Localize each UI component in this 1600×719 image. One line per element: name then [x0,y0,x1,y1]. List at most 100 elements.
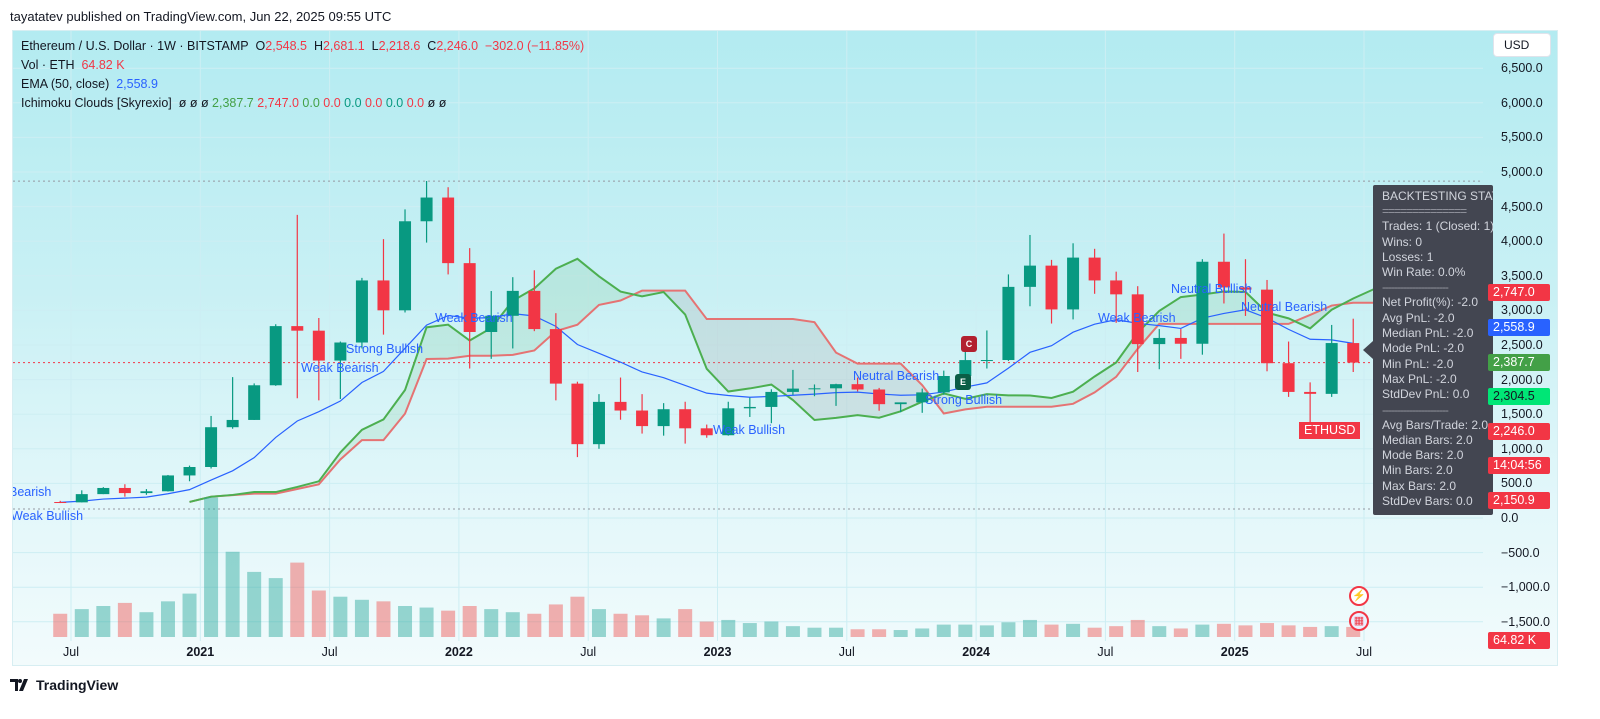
candle[interactable] [786,369,799,395]
candle[interactable] [657,403,670,436]
candle[interactable] [1153,329,1166,370]
volume-bar [570,596,585,637]
candle[interactable] [118,484,131,497]
candle[interactable] [959,349,972,377]
candle[interactable] [765,389,778,424]
candle[interactable] [161,474,174,492]
candle[interactable] [1110,271,1123,323]
candle[interactable] [312,318,325,401]
candle[interactable] [377,239,390,335]
candle[interactable] [743,397,756,417]
candle[interactable] [1261,279,1274,372]
y-tick-label: 2,000.0 [1501,372,1543,387]
candle[interactable] [226,377,239,429]
us-flag-event-icon[interactable]: ▦ [1349,611,1369,631]
candle[interactable] [722,401,735,436]
candle[interactable] [1045,259,1058,324]
x-tick-label: Jul [1356,645,1372,659]
candle[interactable] [1067,243,1080,320]
candle[interactable] [334,341,347,399]
candle[interactable] [97,487,110,495]
backtesting-stats-panel: BACKTESTING STATS==============Trades: 1… [1373,185,1493,515]
candle[interactable] [1196,259,1209,355]
candle[interactable] [140,489,153,495]
candle[interactable] [1304,382,1317,423]
volume-bar [1173,628,1188,637]
candle[interactable] [1217,233,1230,304]
candle[interactable] [1325,324,1338,397]
candle[interactable] [291,214,304,399]
candle[interactable] [937,370,950,395]
candle-body [1325,343,1338,394]
candle[interactable] [980,330,993,369]
candle[interactable] [485,291,498,359]
candle[interactable] [205,415,218,469]
candle[interactable] [916,388,929,413]
volume-bar [1152,626,1167,637]
volume-bar [96,606,111,637]
volume-bar [527,613,542,637]
lightning-event-icon[interactable]: ⚡ [1349,586,1369,606]
chart-pane[interactable]: Ethereum / U.S. Dollar · 1W · BITSTAMP O… [12,30,1558,666]
candle[interactable] [269,324,282,386]
candle[interactable] [614,377,627,420]
volume-bar [441,610,456,637]
candle[interactable] [399,209,412,313]
candle[interactable] [1023,234,1036,307]
price-chart[interactable] [13,31,1558,666]
candle[interactable] [506,277,519,349]
y-tick-label: 5,500.0 [1501,130,1543,145]
high-value: 2,681.1 [322,39,365,53]
candle[interactable] [1088,248,1101,294]
candle[interactable] [571,381,584,458]
candle-body [334,342,347,361]
candle[interactable] [592,394,605,449]
candle-body [549,329,562,384]
candle[interactable] [679,401,692,444]
ichimoku-cloud-segment [749,319,772,389]
candle[interactable] [830,383,843,406]
candle[interactable] [75,490,88,503]
candle[interactable] [1002,274,1015,361]
candle[interactable] [248,383,261,421]
close-trade-marker[interactable]: C [961,336,977,352]
candle[interactable] [1174,329,1187,359]
candle[interactable] [549,313,562,401]
candle[interactable] [1347,318,1360,372]
ichimoku-label: Ichimoku Clouds [Skyrexio] [21,96,172,110]
candle[interactable] [1282,341,1295,397]
candle-body [528,290,541,330]
candle-body [1282,363,1295,392]
volume-legend[interactable]: Vol · ETH 64.82 K [21,58,125,72]
candle[interactable] [873,387,886,411]
volume-bar [656,618,671,637]
candle[interactable] [442,187,455,275]
candle[interactable] [808,384,821,397]
symbol-name[interactable]: Ethereum / U.S. Dollar · 1W · BITSTAMP [21,39,249,53]
ichimoku-legend[interactable]: Ichimoku Clouds [Skyrexio] ø ø ø 2,387.7… [21,96,446,110]
candle[interactable] [894,402,907,413]
x-tick-label: 2024 [962,645,990,659]
candle[interactable] [851,377,864,392]
ema-legend[interactable]: EMA (50, close) 2,558.9 [21,77,158,91]
candle[interactable] [1131,286,1144,372]
price-tag: 14:04:56 [1488,457,1550,475]
candle[interactable] [463,248,476,369]
candle[interactable] [54,500,67,504]
candle[interactable] [700,424,713,438]
volume-bar [1238,625,1253,637]
backtest-line: BACKTESTING STATS [1382,189,1493,203]
candle[interactable] [420,180,433,243]
entry-trade-marker[interactable]: E [955,374,971,390]
currency-button[interactable]: USD [1493,33,1551,57]
candle[interactable] [528,270,541,332]
candle[interactable] [355,277,368,349]
candle[interactable] [636,394,649,434]
volume-bar [1281,625,1296,637]
candle[interactable] [183,465,196,482]
tradingview-logo[interactable]: TradingView [10,677,118,693]
candle[interactable] [1239,259,1252,316]
ichimoku-cloud-segment [986,394,1009,407]
volume-bar [678,609,693,637]
backtest-line: Trades: 1 (Closed: 1) [1382,219,1493,234]
